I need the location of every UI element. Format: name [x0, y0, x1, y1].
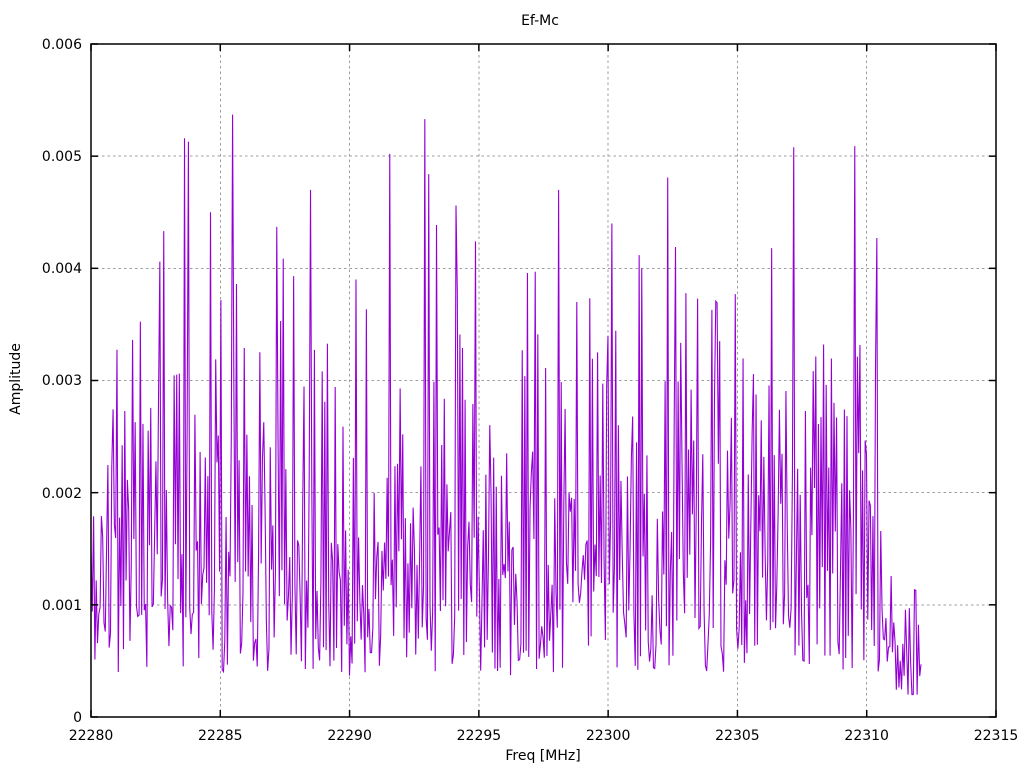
x-tick-labels: 22280 22285 22290 22295 22300 22305 2231… [69, 728, 1019, 744]
x-tick-label-22305: 22305 [715, 728, 760, 744]
y-tick-label-0003: 0.003 [42, 373, 82, 389]
amplitude-series [90, 114, 922, 696]
y-tick-label-0001: 0.001 [42, 598, 82, 614]
plot-border [90, 43, 997, 718]
chart-title: Ef-Mc [521, 13, 559, 29]
x-tick-label-22300: 22300 [586, 728, 631, 744]
y-tick-label-0002: 0.002 [42, 486, 82, 502]
x-tick-label-22280: 22280 [69, 728, 114, 744]
x-tick-label-22295: 22295 [457, 728, 502, 744]
y-tick-label-0005: 0.005 [42, 149, 82, 165]
y-tick-labels: 0 0.001 0.002 0.003 0.004 0.005 0.006 [42, 37, 82, 726]
x-tick-label-22310: 22310 [844, 728, 889, 744]
x-tick-label-22315: 22315 [974, 728, 1019, 744]
y-tick-label-0004: 0.004 [42, 261, 82, 277]
x-axis-label: Freq [MHz] [505, 748, 580, 764]
y-tick-label-0006: 0.006 [42, 37, 82, 53]
x-tick-label-22290: 22290 [327, 728, 372, 744]
y-axis-label: Amplitude [8, 343, 24, 415]
y-tick-label-0: 0 [73, 710, 82, 726]
x-tick-label-22285: 22285 [198, 728, 243, 744]
